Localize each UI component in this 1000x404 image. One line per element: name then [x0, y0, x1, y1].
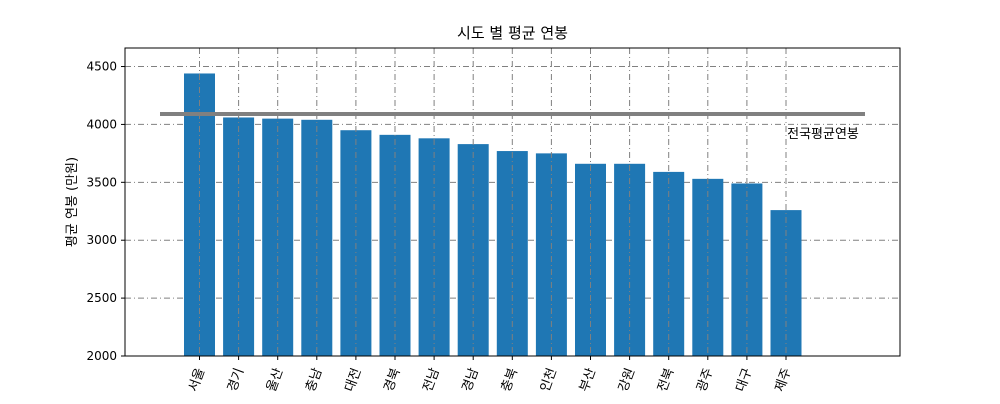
x-tick-label: 부산	[577, 366, 599, 394]
x-tick-label: 강원	[616, 366, 638, 394]
x-tick-label: 광주	[694, 366, 716, 394]
x-tick-label: 전남	[421, 366, 443, 394]
x-tick-label: 경기	[225, 366, 247, 394]
x-ticks: 서울 경기 울산 충남 대전 경북 전남 경남 충북 인천 부산 강원 전북 광주 대구 제주	[186, 356, 795, 394]
y-ticks: 2000 2500 3000 3500 4000 4500	[86, 60, 125, 363]
x-tick-label: 경북	[381, 366, 403, 394]
bar	[262, 118, 294, 356]
chart-title: 시도 별 평균 연봉	[457, 24, 568, 42]
y-tick-label: 2500	[86, 291, 117, 305]
x-tick-label: 울산	[264, 366, 286, 394]
x-tick-label: 대전	[342, 366, 364, 394]
y-tick-label: 4500	[86, 60, 117, 74]
x-gridlines	[199, 48, 787, 356]
y-tick-label: 2000	[86, 349, 117, 363]
national-average-label: 전국평균연봉	[787, 127, 859, 142]
x-tick-label: 제주	[772, 366, 794, 394]
x-tick-label: 경남	[460, 366, 482, 394]
bar	[301, 119, 333, 356]
reference-line-group: 전국평균연봉	[160, 112, 865, 142]
x-tick-label: 인천	[538, 366, 560, 394]
y-axis-label: 평균 연봉 (만원)	[65, 157, 80, 247]
y-tick-label: 3000	[86, 233, 117, 247]
y-tick-label: 4000	[86, 117, 117, 131]
y-tick-label: 3500	[86, 175, 117, 189]
bar	[653, 171, 685, 356]
x-tick-label: 충북	[499, 366, 521, 394]
x-tick-label: 대구	[733, 366, 755, 394]
x-tick-label: 서울	[186, 366, 208, 394]
x-tick-label: 충남	[303, 366, 325, 394]
x-tick-label: 전북	[655, 366, 677, 394]
